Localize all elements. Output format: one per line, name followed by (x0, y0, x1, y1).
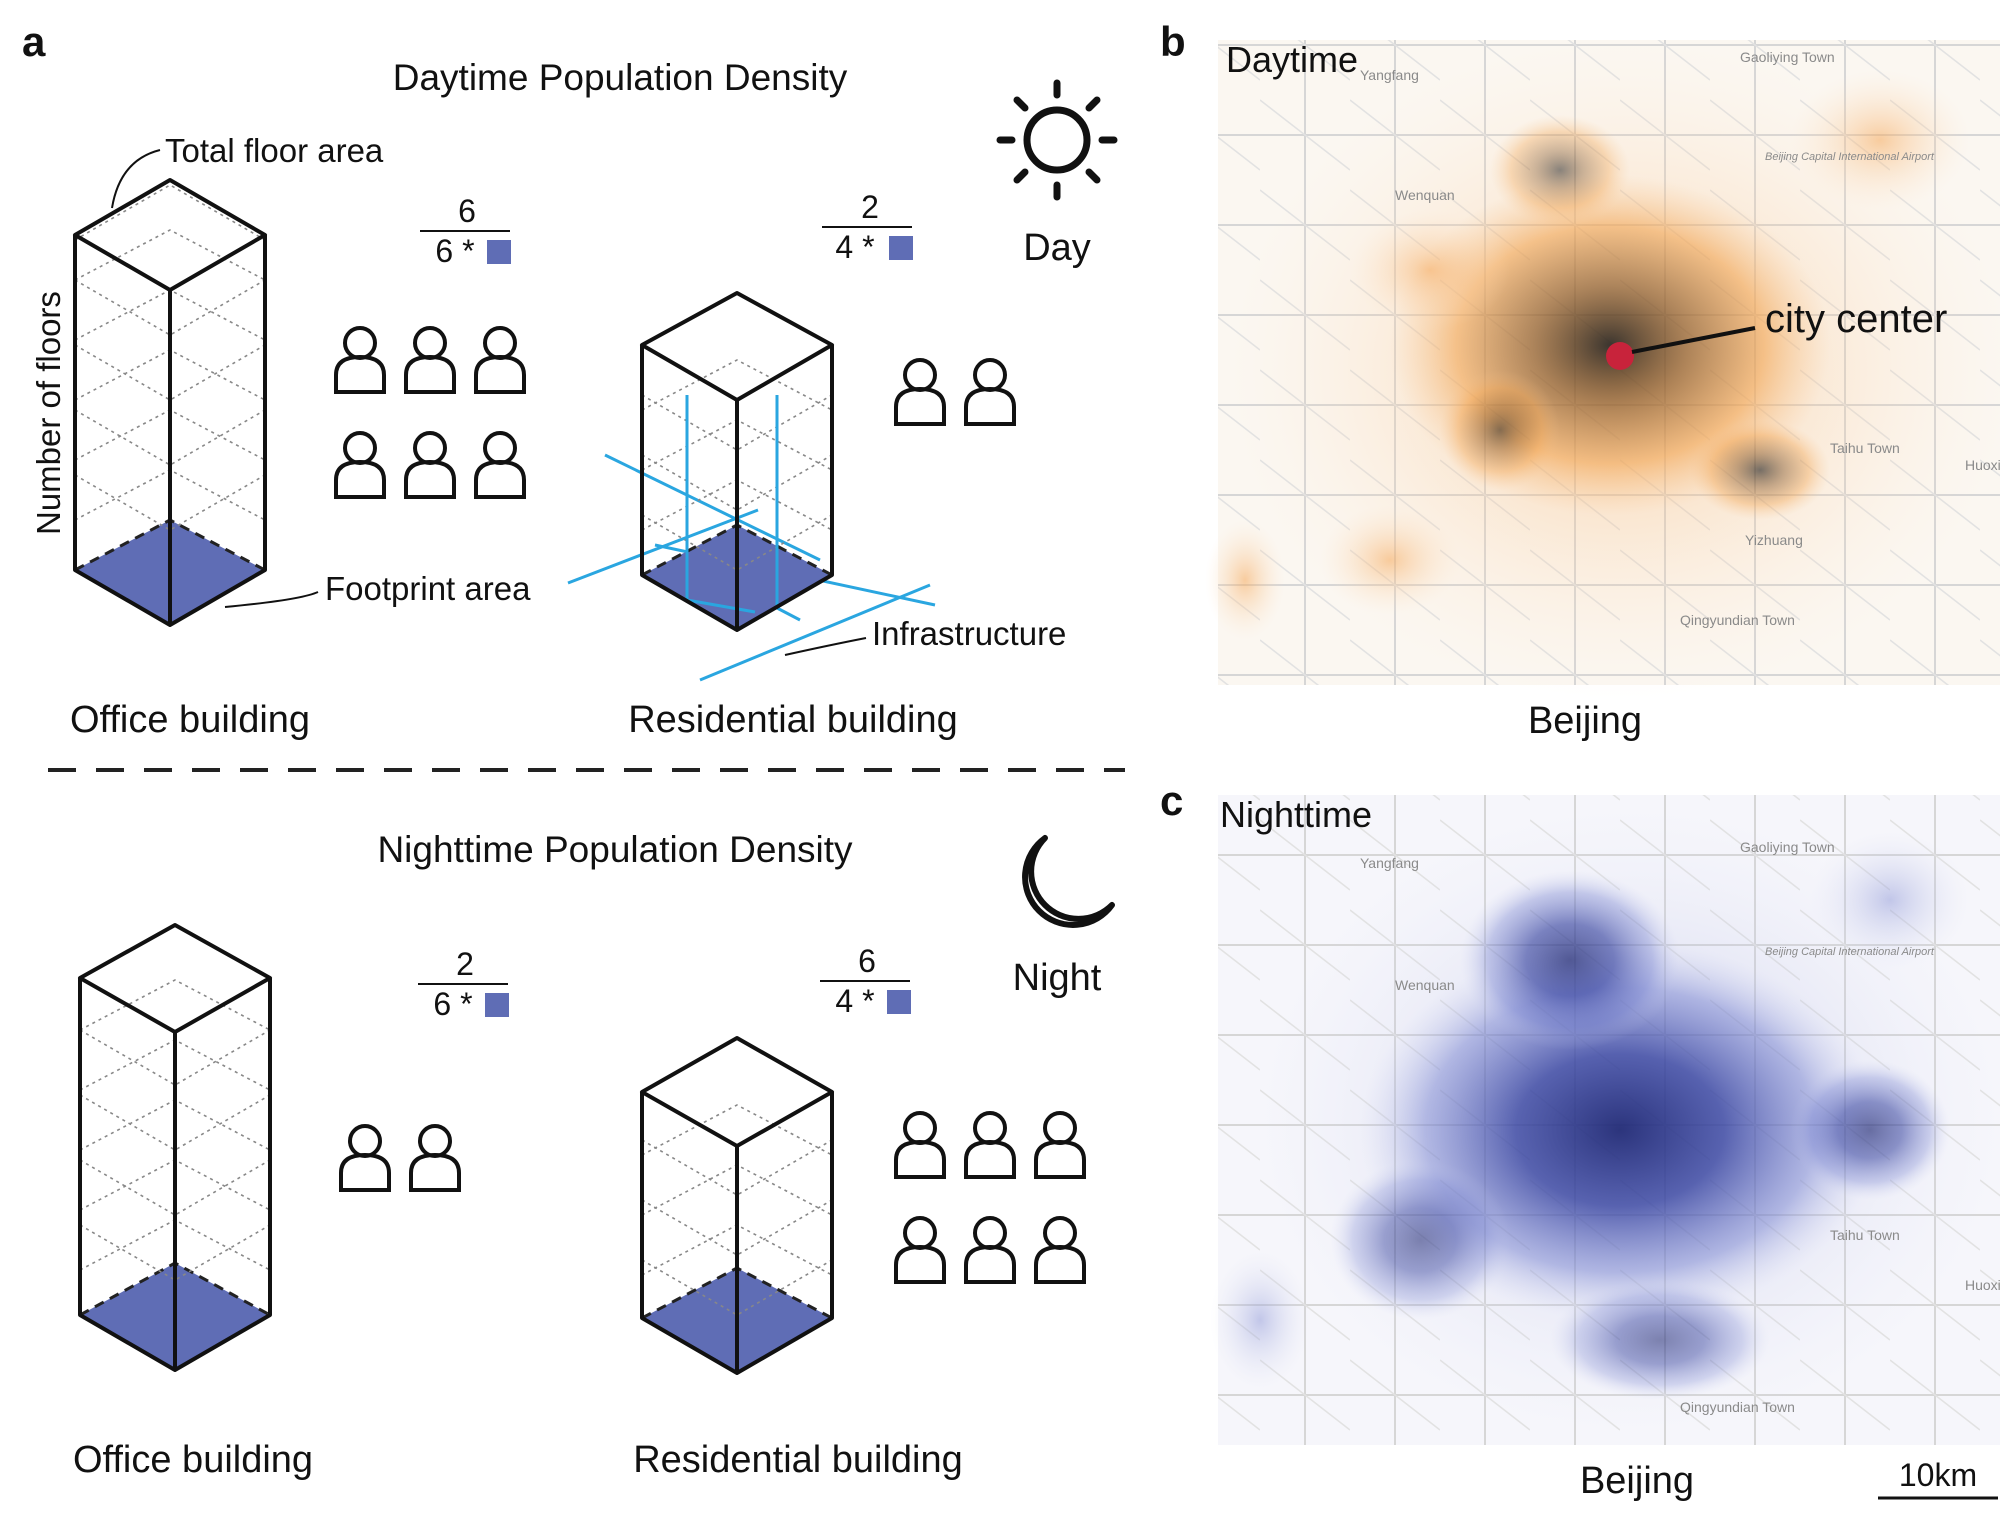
day-residential-people (894, 358, 1016, 426)
map-night-place-taihu: Taihu Town (1830, 1227, 1900, 1243)
daytime-map-title: Daytime (1226, 39, 1358, 80)
panel-label-b: b (1160, 18, 1186, 65)
city-center-pointer (1631, 326, 1756, 354)
map-day-place-huoxian: Huoxian (1965, 457, 2000, 473)
night-residential-people (894, 1111, 1086, 1284)
night-residential-building (640, 1036, 834, 1375)
map-day-place-taihu: Taihu Town (1830, 440, 1900, 456)
day-office-denominator: 6 * (435, 233, 474, 269)
total-floor-area-label: Total floor area (165, 132, 384, 169)
day-office-caption: Office building (70, 699, 310, 741)
person-icon (334, 431, 386, 499)
person-icon (964, 1216, 1016, 1284)
nighttime-map-caption: Beijing (1580, 1460, 1694, 1502)
person-icon (894, 1111, 946, 1179)
daytime-density-map (1205, 40, 2000, 700)
map-night-place-yangfang: Yangfang (1360, 855, 1419, 871)
number-of-floors-label: Number of floors (30, 291, 67, 535)
footprint-symbol (485, 993, 509, 1017)
day-residential-caption: Residential building (628, 699, 958, 741)
map-day-place-gaoliying: Gaoliying Town (1740, 49, 1835, 65)
map-night-place-airport: Beijing Capital International Airport (1765, 946, 1935, 958)
moon-icon (1022, 835, 1115, 928)
daytime-map-caption: Beijing (1528, 700, 1642, 742)
daytime-title: Daytime Population Density (393, 57, 848, 98)
person-icon (964, 1111, 1016, 1179)
person-icon (1034, 1111, 1086, 1179)
person-icon (894, 1216, 946, 1284)
person-icon (474, 326, 526, 394)
footprint-symbol (889, 236, 913, 260)
night-office-building (78, 923, 272, 1372)
person-icon (404, 431, 456, 499)
person-icon (964, 358, 1016, 426)
panel-label-c: c (1160, 777, 1183, 824)
map-day-place-airport: Beijing Capital International Airport (1765, 151, 1935, 163)
infrastructure-label: Infrastructure (872, 615, 1066, 652)
map-day-place-wenquan: Wenquan (1395, 187, 1455, 203)
night-office-denominator: 6 * (433, 986, 472, 1022)
day-office-building (73, 178, 267, 627)
total-floor-area-leader (111, 149, 161, 209)
city-center-marker (1606, 342, 1634, 370)
map-day-place-yizhuang: Yizhuang (1745, 532, 1803, 548)
map-night-place-qingyundian: Qingyundian Town (1680, 1399, 1795, 1415)
scale-bar-label: 10km (1899, 1457, 1977, 1493)
person-icon (404, 326, 456, 394)
footprint-area-leader (224, 591, 319, 608)
nighttime-map-title: Nighttime (1220, 794, 1372, 835)
night-office-caption: Office building (73, 1439, 313, 1481)
day-residential-numerator: 2 (861, 189, 879, 225)
panel-label-a: a (22, 18, 46, 65)
day-office-numerator: 6 (458, 193, 476, 229)
city-center-label: city center (1765, 297, 1947, 341)
day-residential-building (567, 291, 936, 682)
map-day-place-yangfang: Yangfang (1360, 67, 1419, 83)
footprint-symbol (487, 240, 511, 264)
person-icon (1034, 1216, 1086, 1284)
person-icon (474, 431, 526, 499)
person-icon (409, 1124, 461, 1192)
map-night-place-huoxian: Huoxian (1965, 1277, 2000, 1293)
night-residential-denominator: 4 * (835, 983, 874, 1019)
map-night-place-wenquan: Wenquan (1395, 977, 1455, 993)
person-icon (339, 1124, 391, 1192)
day-office-people (334, 326, 526, 499)
night-label: Night (1013, 957, 1102, 999)
night-residential-numerator: 6 (858, 943, 876, 979)
night-residential-caption: Residential building (633, 1439, 963, 1481)
footprint-symbol (887, 990, 911, 1014)
map-night-place-gaoliying: Gaoliying Town (1740, 839, 1835, 855)
nighttime-title: Nighttime Population Density (377, 829, 853, 870)
nighttime-density-map (1210, 795, 2000, 1445)
infrastructure-leader (784, 637, 867, 656)
night-office-numerator: 2 (456, 946, 474, 982)
person-icon (334, 326, 386, 394)
footprint-area-label: Footprint area (325, 570, 531, 607)
day-residential-denominator: 4 * (835, 229, 874, 265)
map-day-place-qingyundian: Qingyundian Town (1680, 612, 1795, 628)
sun-icon (996, 79, 1118, 201)
night-office-people (339, 1124, 461, 1192)
day-label: Day (1023, 227, 1091, 269)
person-icon (894, 358, 946, 426)
